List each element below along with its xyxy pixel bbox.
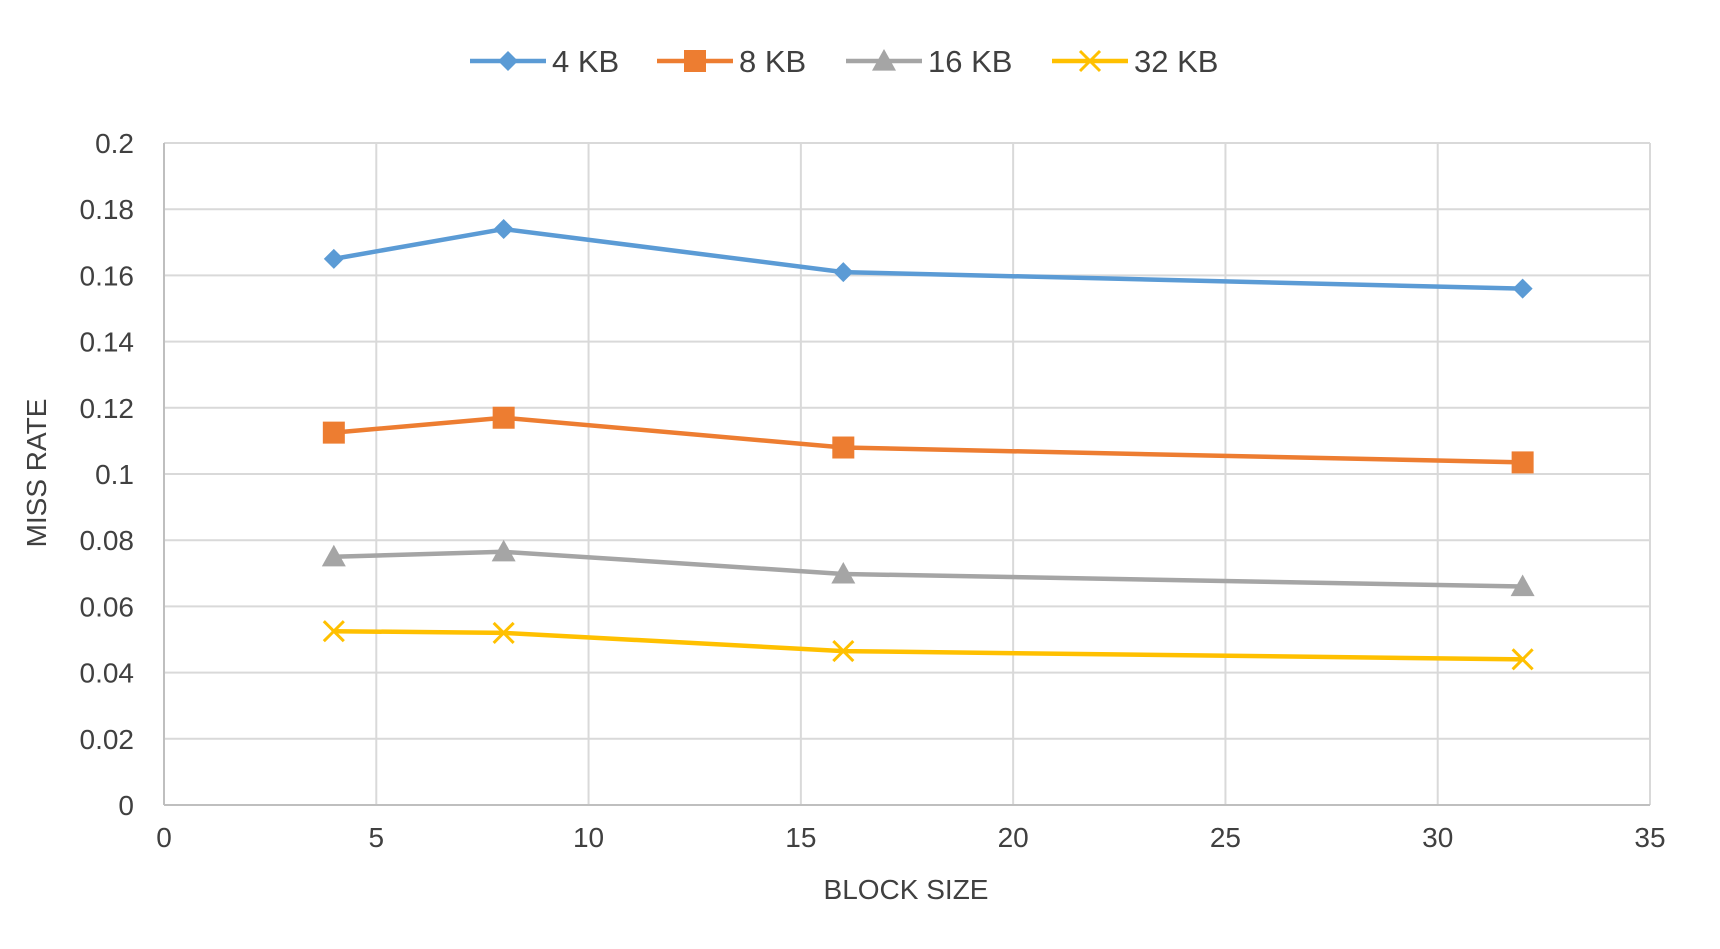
y-tick-label: 0.04 xyxy=(80,658,135,689)
legend-marker-16-kb xyxy=(872,49,896,71)
series-line-32-kb xyxy=(331,628,1525,662)
data-point-32-kb xyxy=(1511,648,1534,671)
legend-marker-32-kb xyxy=(1078,49,1102,73)
data-point-8-kb xyxy=(492,406,515,429)
data-point-32-kb xyxy=(832,640,855,663)
data-point-4-kb xyxy=(1512,278,1533,299)
data-point-32-kb xyxy=(322,620,345,643)
x-tick-label: 15 xyxy=(785,822,816,853)
series-line-4-kb xyxy=(331,226,1525,291)
x-tick-label: 35 xyxy=(1634,822,1665,853)
data-point-16-kb xyxy=(1510,574,1535,597)
legend-item-16-kb: 16 KB xyxy=(846,44,1012,79)
y-tick-label: 0.1 xyxy=(95,459,134,490)
legend: 4 KB 8 KB 16 KB 32 KB xyxy=(470,44,1218,79)
data-point-4-kb xyxy=(323,248,344,269)
legend-label: 16 KB xyxy=(928,44,1012,79)
legend-label: 4 KB xyxy=(552,44,619,79)
y-tick-label: 0.08 xyxy=(80,525,135,556)
x-tick-label: 10 xyxy=(573,822,604,853)
grid xyxy=(163,142,1651,806)
series-line-8-kb xyxy=(331,415,1525,465)
y-tick-label: 0.06 xyxy=(80,591,135,622)
x-axis-title: BLOCK SIZE xyxy=(824,874,989,905)
axes: 0 0.02 0.04 0.06 0.08 0.1 0.12 0.14 0.16 0.18 0.2 0… xyxy=(80,128,1666,853)
x-tick-label: 30 xyxy=(1422,822,1453,853)
y-tick-label: 0.02 xyxy=(80,724,135,755)
series-line-16-kb xyxy=(331,549,1525,589)
y-tick-label: 0.14 xyxy=(80,327,135,358)
x-tick-label: 0 xyxy=(156,822,172,853)
y-tick-label: 0 xyxy=(118,790,134,821)
y-tick-label: 0.12 xyxy=(80,393,135,424)
legend-label: 8 KB xyxy=(739,44,806,79)
data-point-8-kb xyxy=(1511,451,1534,474)
x-tick-label: 20 xyxy=(998,822,1029,853)
legend-item-4-kb: 4 KB xyxy=(470,44,619,79)
y-tick-label: 0.16 xyxy=(80,260,135,291)
data-point-8-kb xyxy=(322,421,345,444)
data-point-16-kb xyxy=(831,561,856,584)
series-layer xyxy=(321,219,1535,671)
data-point-16-kb xyxy=(491,539,516,562)
data-point-16-kb xyxy=(321,544,346,567)
legend-marker-8-kb xyxy=(684,50,706,72)
legend-item-8-kb: 8 KB xyxy=(657,44,806,79)
x-tick-label: 25 xyxy=(1210,822,1241,853)
legend-label: 32 KB xyxy=(1134,44,1218,79)
data-point-4-kb xyxy=(493,219,514,240)
y-axis-title: MISS RATE xyxy=(21,399,52,548)
data-point-4-kb xyxy=(833,262,854,283)
data-point-32-kb xyxy=(492,621,515,644)
legend-item-32-kb: 32 KB xyxy=(1052,44,1218,79)
x-tick-label: 5 xyxy=(368,822,384,853)
y-tick-label: 0.18 xyxy=(80,194,135,225)
legend-marker-4-kb xyxy=(498,51,518,71)
y-tick-label: 0.2 xyxy=(95,128,134,159)
data-point-8-kb xyxy=(832,436,855,459)
